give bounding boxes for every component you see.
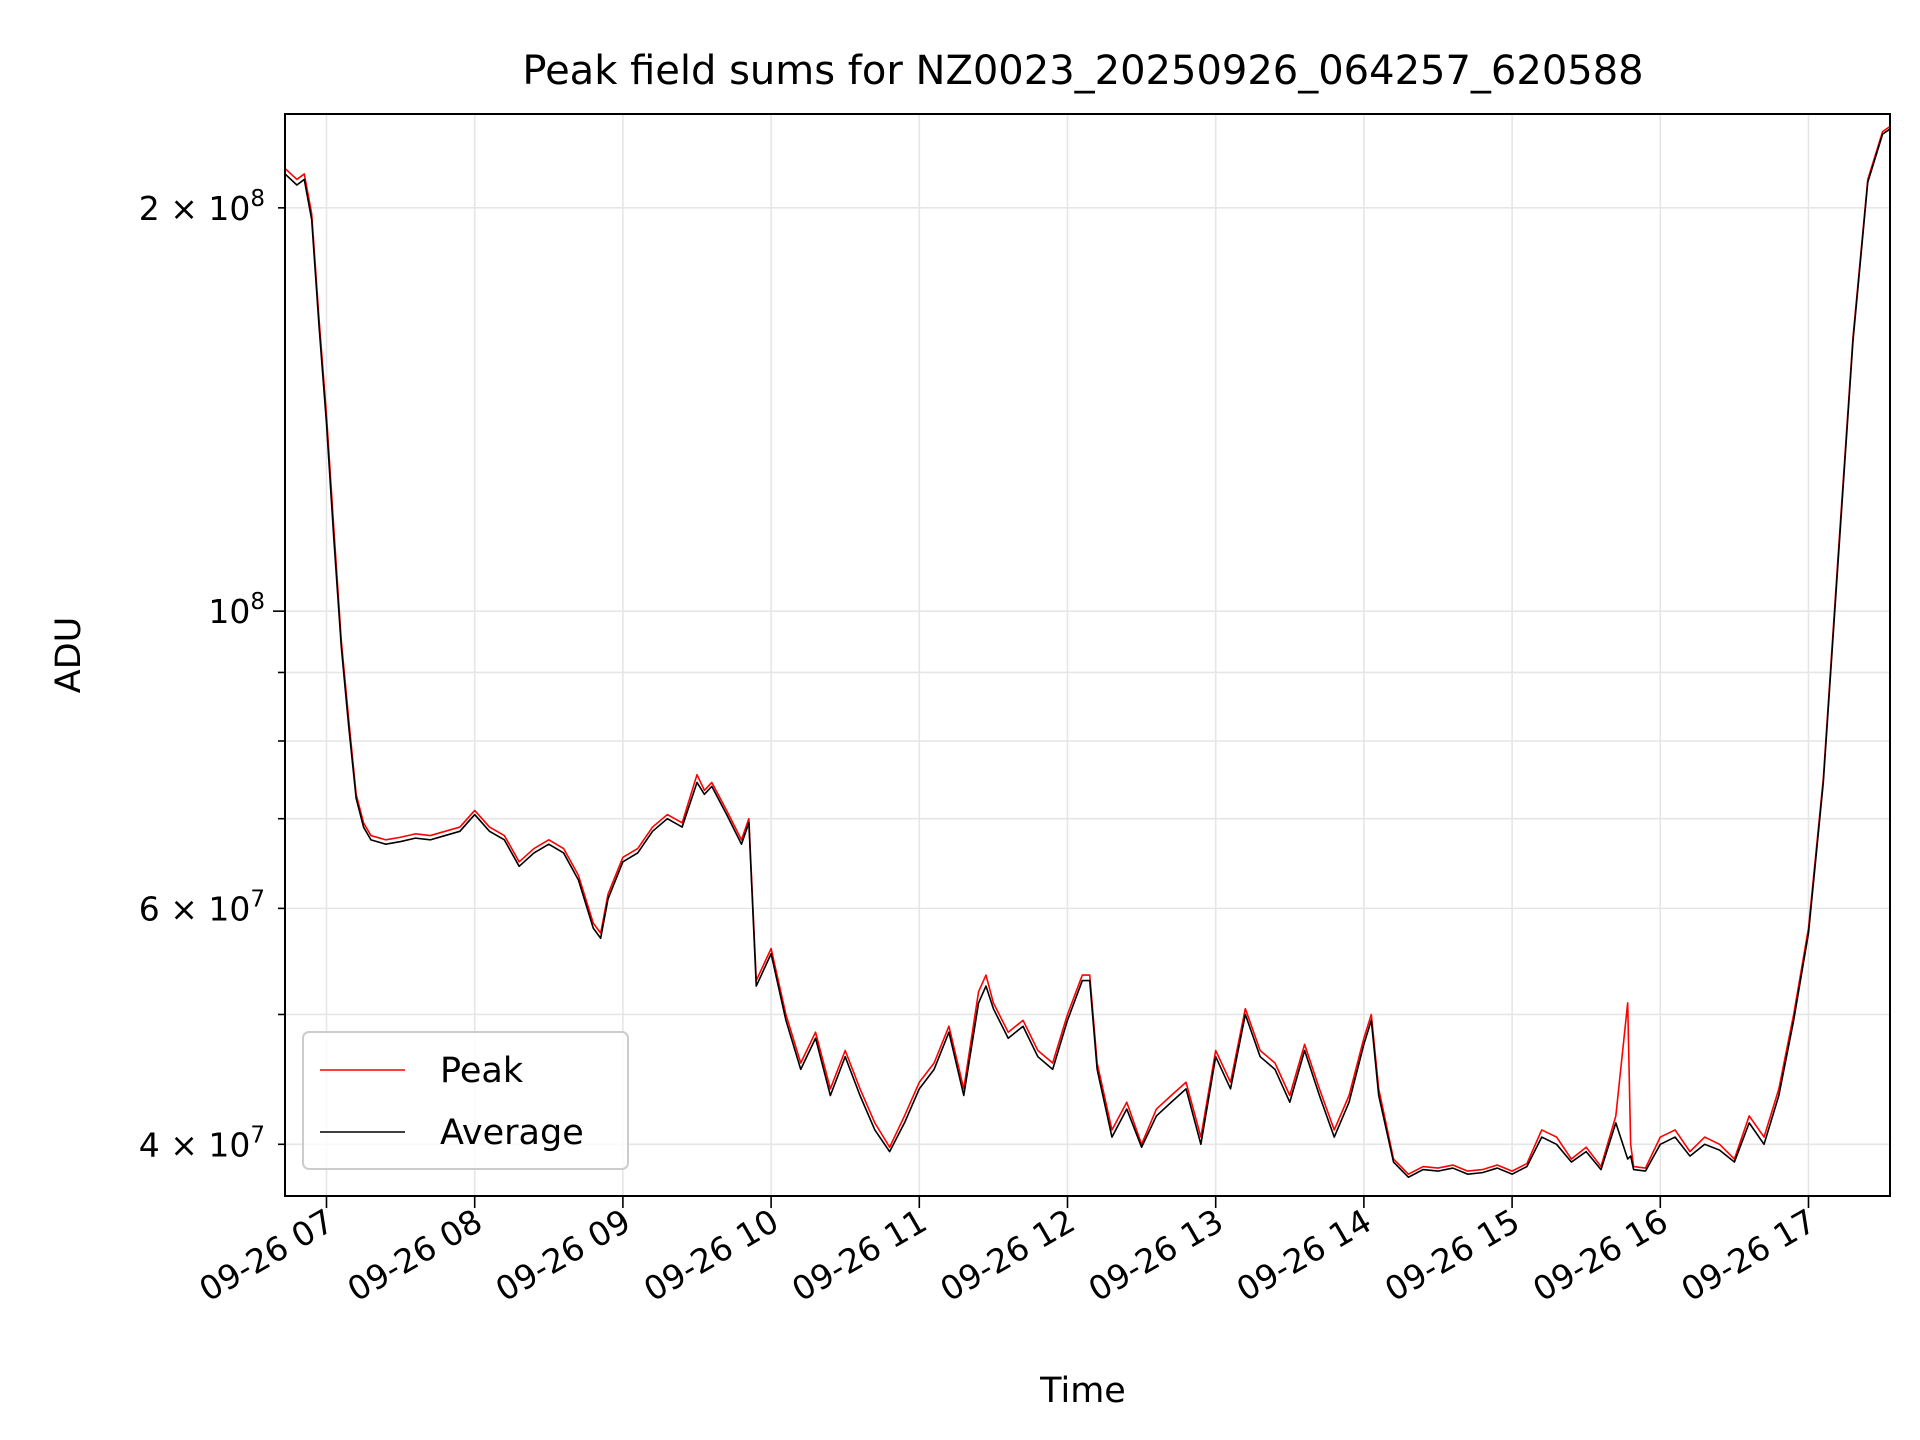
series-group — [285, 125, 1890, 1179]
y-axis: 108 4 × 107 6 × 107 2 × 108 — [139, 186, 285, 1164]
y-tick-label: 108 — [208, 589, 265, 631]
axes-frame — [284, 113, 1891, 1197]
series-line-peak — [285, 125, 1890, 1175]
y-axis-label: ADU — [49, 617, 89, 694]
legend-label-average: Average — [440, 1113, 584, 1153]
series-line-average — [285, 128, 1890, 1179]
y-tick-label: 6 × 107 — [139, 886, 265, 928]
legend-label-peak: Peak — [440, 1051, 524, 1091]
chart-title: Peak field sums for NZ0023_20250926_0642… — [522, 48, 1643, 94]
y-tick-label: 4 × 107 — [139, 1122, 265, 1164]
legend: Peak Average — [302, 1031, 629, 1170]
x-axis-label: Time — [1039, 1371, 1126, 1411]
y-tick-label: 2 × 108 — [139, 186, 265, 228]
legend-box — [302, 1031, 629, 1170]
plot-area — [285, 125, 1890, 1179]
grid — [285, 114, 1890, 1196]
